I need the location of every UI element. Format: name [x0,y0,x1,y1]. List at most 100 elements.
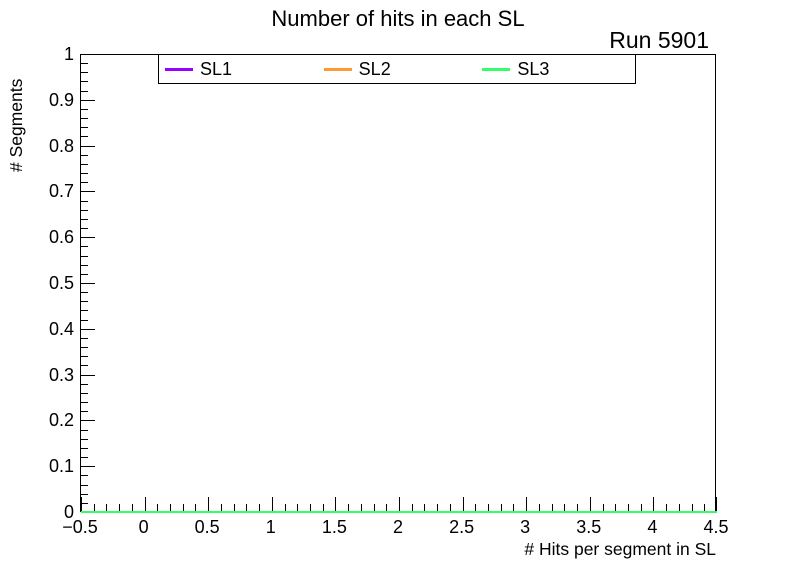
x-major-tick [526,497,528,511]
x-minor-tick [475,504,477,511]
y-minor-tick [81,90,88,92]
y-minor-tick [81,246,88,248]
x-tick-label: 1 [265,517,276,537]
y-minor-tick [81,292,88,294]
legend-entry-sl2: SL2 [318,55,477,83]
sl3-line-swatch [482,67,511,71]
y-minor-tick [81,411,88,413]
x-minor-tick [170,504,172,511]
y-minor-tick [81,301,88,303]
y-minor-tick [81,108,88,110]
x-minor-tick [373,504,375,511]
y-tick-label: 0.3 [48,364,74,385]
x-minor-tick [220,504,222,511]
y-minor-tick [81,163,88,165]
x-minor-tick [284,504,286,511]
x-major-tick [462,497,464,511]
x-tick-label: 3 [520,517,531,537]
y-minor-tick [81,438,88,440]
x-tick-label: −0.5 [62,517,98,537]
legend-label-sl3: SL3 [517,58,550,79]
y-minor-tick [81,81,88,83]
legend-entry-sl3: SL3 [476,55,635,83]
x-tick-label: 0 [138,517,149,537]
x-minor-tick [500,504,502,511]
y-minor-tick [81,319,88,321]
y-major-tick [81,54,95,55]
x-major-tick [271,497,273,511]
y-tick-label: 1 [63,44,74,64]
x-tick-label: 0.5 [194,517,220,537]
x-minor-tick [386,504,388,511]
y-minor-tick [81,209,88,211]
x-minor-tick [627,504,629,511]
y-major-tick [81,283,95,284]
y-minor-tick [81,136,88,138]
y-axis-title: # Segments [6,78,26,172]
x-major-tick [716,497,717,511]
x-minor-tick [691,504,693,511]
x-minor-tick [488,504,490,511]
x-minor-tick [195,504,197,511]
y-tick-label: 0 [63,502,74,522]
x-major-tick [399,497,400,511]
y-minor-tick [81,356,88,358]
x-minor-tick [577,504,579,511]
x-major-tick [208,497,210,511]
x-minor-tick [322,504,324,511]
y-minor-tick [81,447,88,449]
series-line-sl3 [462,511,590,513]
x-minor-tick [233,504,235,511]
run-annotation: Run 5901 [609,27,709,53]
x-minor-tick [411,504,413,511]
x-minor-tick [157,504,159,511]
y-minor-tick [81,347,88,349]
x-minor-tick [513,504,515,511]
sl2-line-swatch [323,67,352,71]
x-minor-tick [449,504,451,511]
x-tick-label: 1.5 [321,517,347,537]
x-minor-tick [246,504,248,511]
y-minor-tick [81,493,88,495]
x-minor-tick [131,504,133,511]
x-major-tick [81,497,82,511]
x-minor-tick [297,504,299,511]
y-minor-tick [81,484,88,486]
y-minor-tick [81,182,88,184]
y-tick-label: 0.9 [48,89,74,110]
x-minor-tick [106,504,108,511]
y-minor-tick [81,154,88,156]
x-minor-tick [259,504,261,511]
y-minor-tick [81,118,88,120]
series-line-sl3 [589,511,717,513]
x-major-tick [144,497,146,511]
y-major-tick [81,237,95,239]
y-major-tick [81,420,95,422]
y-minor-tick [81,365,88,367]
y-minor-tick [81,337,88,339]
y-tick-label: 0.7 [48,181,74,202]
y-minor-tick [81,173,88,175]
y-minor-tick [81,255,88,257]
x-minor-tick [551,504,553,511]
y-minor-tick [81,457,88,459]
x-minor-tick [348,504,350,511]
y-minor-tick [81,218,88,220]
y-tick-label: 0.5 [48,273,74,293]
y-minor-tick [81,310,88,312]
y-minor-tick [81,127,88,129]
x-minor-tick [182,504,184,511]
x-minor-tick [564,504,566,511]
y-tick-label: 0.2 [48,410,74,431]
legend-entry-sl1: SL1 [159,55,318,83]
y-tick-label: 0.6 [48,227,74,248]
plot-frame [80,54,717,513]
series-line-sl3 [81,511,209,513]
y-minor-tick [81,63,88,65]
y-major-tick [81,145,95,147]
x-minor-tick [666,504,668,511]
x-minor-tick [93,504,95,511]
chart-title: Number of hits in each SL [271,6,525,31]
x-minor-tick [602,504,604,511]
x-minor-tick [704,504,706,511]
